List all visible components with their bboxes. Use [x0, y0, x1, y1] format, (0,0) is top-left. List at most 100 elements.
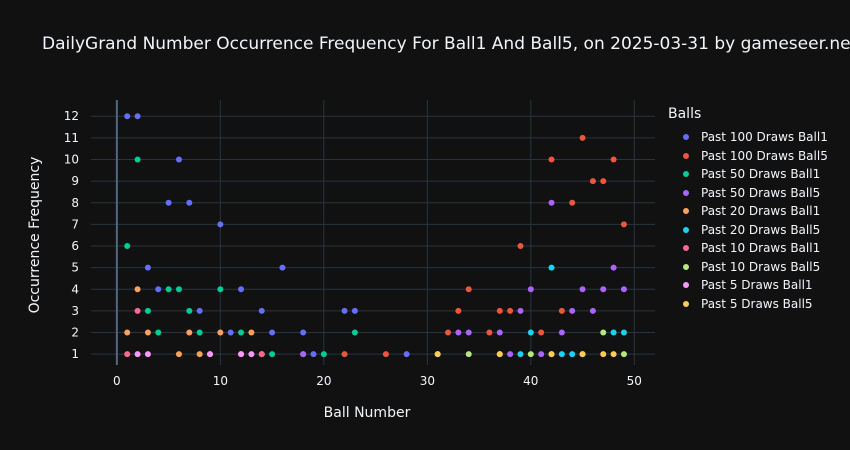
- data-point: [134, 351, 141, 358]
- data-point: [248, 329, 255, 336]
- data-point: [269, 329, 276, 336]
- data-point: [165, 286, 172, 293]
- legend-items: Past 100 Draws Ball1 Past 100 Draws Ball5…: [668, 128, 828, 313]
- legend-label: Past 20 Draws Ball5: [701, 222, 821, 237]
- data-point: [124, 113, 131, 120]
- data-point: [217, 329, 224, 336]
- data-point: [310, 351, 317, 358]
- grid-lines: [91, 100, 655, 365]
- data-point: [144, 351, 151, 358]
- data-point: [238, 329, 245, 336]
- data-point: [600, 329, 607, 336]
- data-point: [569, 307, 576, 314]
- data-point: [124, 243, 131, 250]
- data-point: [269, 351, 276, 358]
- legend-item[interactable]: Past 10 Draws Ball5: [668, 258, 828, 277]
- series-2: [124, 156, 358, 358]
- data-point: [341, 307, 348, 314]
- legend-label: Past 5 Draws Ball1: [701, 278, 813, 293]
- x-axis-label: Ball Number: [323, 405, 411, 421]
- series-9: [434, 351, 617, 358]
- data-point: [496, 329, 503, 336]
- legend-marker: [683, 263, 689, 270]
- data-point: [538, 351, 545, 358]
- data-point: [579, 351, 586, 358]
- data-point: [569, 199, 576, 206]
- data-point: [548, 351, 555, 358]
- data-point: [134, 307, 141, 314]
- data-point: [217, 286, 224, 293]
- legend-item[interactable]: Past 50 Draws Ball5: [668, 184, 828, 203]
- data-point: [579, 134, 586, 141]
- legend-item[interactable]: Past 20 Draws Ball5: [668, 221, 828, 240]
- legend-item[interactable]: Past 20 Draws Ball1: [668, 202, 828, 221]
- data-point: [144, 307, 151, 314]
- legend-marker: [683, 245, 689, 252]
- data-point: [134, 156, 141, 163]
- data-point: [600, 351, 607, 358]
- legend-item[interactable]: Past 100 Draws Ball5: [668, 147, 828, 166]
- x-tick-label: 0: [113, 374, 121, 388]
- legend-label: Past 100 Draws Ball5: [701, 148, 828, 163]
- y-tick-label: 7: [71, 217, 79, 231]
- data-point: [610, 264, 617, 271]
- data-point: [445, 329, 452, 336]
- data-point: [589, 178, 596, 185]
- data-point: [134, 113, 141, 120]
- data-point: [600, 286, 607, 293]
- legend-label: Past 5 Draws Ball5: [701, 296, 813, 311]
- data-point: [527, 351, 534, 358]
- legend-item[interactable]: Past 10 Draws Ball1: [668, 239, 828, 258]
- data-point: [155, 286, 162, 293]
- data-point: [465, 351, 472, 358]
- data-point: [465, 329, 472, 336]
- data-point: [186, 307, 193, 314]
- data-point: [610, 329, 617, 336]
- y-tick-label: 1: [71, 347, 79, 361]
- series-8: [134, 351, 255, 358]
- data-point: [186, 329, 193, 336]
- legend-item[interactable]: Past 5 Draws Ball5: [668, 295, 828, 314]
- data-point: [300, 351, 307, 358]
- data-point: [124, 329, 131, 336]
- data-point: [558, 351, 565, 358]
- y-tick-label: 2: [71, 326, 79, 340]
- legend-label: Past 10 Draws Ball1: [701, 241, 821, 256]
- data-point: [175, 351, 182, 358]
- chart-title: DailyGrand Number Occurrence Frequency F…: [42, 34, 850, 54]
- legend-marker: [683, 226, 689, 233]
- x-tick-label: 20: [316, 374, 331, 388]
- legend-item[interactable]: Past 50 Draws Ball1: [668, 165, 828, 184]
- y-tick-label: 12: [64, 109, 79, 123]
- data-point: [610, 351, 617, 358]
- data-point: [620, 329, 627, 336]
- series-3: [300, 199, 627, 358]
- series-1: [341, 134, 627, 358]
- legend: Balls Past 100 Draws Ball1 Past 100 Draws…: [668, 106, 828, 313]
- legend-marker: [683, 134, 689, 141]
- data-point: [538, 329, 545, 336]
- data-point: [620, 351, 627, 358]
- data-point: [517, 307, 524, 314]
- data-point: [258, 307, 265, 314]
- data-point: [548, 156, 555, 163]
- data-point: [486, 329, 493, 336]
- data-point: [144, 329, 151, 336]
- legend-item[interactable]: Past 5 Draws Ball1: [668, 276, 828, 295]
- data-point: [517, 243, 524, 250]
- data-point: [196, 307, 203, 314]
- legend-item[interactable]: Past 100 Draws Ball1: [668, 128, 828, 147]
- data-point: [455, 329, 462, 336]
- data-point: [248, 351, 255, 358]
- data-point: [134, 286, 141, 293]
- legend-marker: [683, 282, 689, 289]
- legend-label: Past 100 Draws Ball1: [701, 130, 828, 145]
- data-point: [227, 329, 234, 336]
- data-point: [527, 329, 534, 336]
- x-tick-label: 40: [523, 374, 538, 388]
- data-point: [124, 351, 131, 358]
- series-0: [124, 113, 410, 358]
- series-5: [517, 264, 627, 358]
